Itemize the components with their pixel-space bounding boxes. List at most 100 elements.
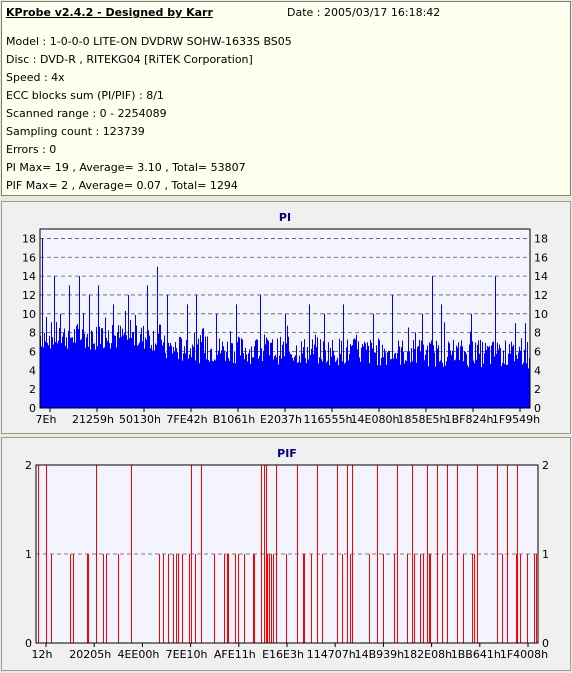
pi-bar (118, 325, 119, 408)
pif-bar (191, 465, 192, 643)
pi-bar (205, 336, 206, 408)
pi-bar (169, 346, 170, 408)
pif-bar (534, 554, 535, 643)
pi-bar (47, 343, 48, 408)
pi-bar (44, 332, 45, 408)
pi-ytick-left: 14 (22, 270, 36, 283)
pi-bar (127, 339, 128, 408)
pi-bar (119, 337, 120, 408)
pi-bar (368, 346, 369, 408)
pi-bar (439, 361, 440, 408)
pi-bar (117, 332, 118, 408)
pi-bar (518, 352, 519, 408)
pi-bar (92, 331, 93, 408)
pif-bar (352, 465, 353, 643)
pi-bar (63, 332, 64, 408)
pif-bar (429, 554, 430, 643)
pi-ytick-right: 16 (534, 251, 548, 264)
pi-bar (431, 340, 432, 408)
pif-bar (420, 554, 421, 643)
pi-bar (197, 344, 198, 408)
pif-bar (51, 554, 52, 643)
pi-bar (188, 358, 189, 408)
pi-bar (202, 328, 203, 408)
pi-bar (319, 357, 320, 408)
pi-bar (386, 364, 387, 408)
pi-bar (327, 360, 328, 408)
pi-bar (373, 313, 374, 408)
pi-bar (369, 363, 370, 408)
pi-bar (206, 359, 207, 408)
pi-bar (456, 345, 457, 408)
pi-bar (481, 367, 482, 408)
pi-bar (87, 333, 88, 408)
pi-bar (51, 322, 52, 408)
pi-bar (377, 365, 378, 408)
pif-bar (131, 465, 132, 643)
pi-bar (192, 344, 193, 408)
pif-bar (96, 465, 97, 643)
pi-bar (145, 337, 146, 408)
pi-bar (259, 355, 260, 408)
pi-chart: PI 0 0 2 2 4 4 6 6 8 8 10 10 12 12 14 14 16 16 18 18 7Eh 21259… (22, 211, 548, 426)
pi-bar (428, 366, 429, 408)
pi-bar (212, 361, 213, 408)
pi-bar (155, 343, 156, 408)
pi-bar (67, 348, 68, 408)
pi-ytick-right: 10 (534, 308, 548, 321)
pi-bar (50, 348, 51, 408)
info-pif-stats: PIF Max= 2 , Average= 0.07 , Total= 1294 (6, 179, 238, 192)
pi-bar (142, 341, 143, 408)
pif-bar (430, 554, 431, 643)
pi-bar (41, 346, 42, 408)
pi-bar (390, 359, 391, 408)
pif-bar (273, 554, 274, 643)
pi-bar (201, 342, 202, 408)
pi-bar (208, 360, 209, 408)
pi-bar (167, 294, 168, 408)
pi-bar (244, 359, 245, 408)
pi-bar (285, 313, 286, 408)
pif-bar (407, 554, 408, 643)
pif-bar (201, 465, 202, 643)
pi-bar (413, 340, 414, 408)
pi-bar (498, 349, 499, 408)
pif-bar (253, 554, 254, 643)
pi-bar (438, 345, 439, 408)
pi-bar (139, 342, 140, 408)
pi-bar (242, 339, 243, 408)
pi-bar (462, 346, 463, 408)
pi-bar (49, 335, 50, 408)
pif-bar (163, 554, 164, 643)
pi-bar (85, 347, 86, 408)
pi-bar (141, 327, 142, 408)
pi-bar (152, 350, 153, 408)
info-pi-stats: PI Max= 19 , Average= 3.10 , Total= 5380… (6, 161, 246, 174)
pi-bar (189, 354, 190, 408)
pi-bar (163, 342, 164, 408)
pi-bar (525, 323, 526, 408)
pi-bar (507, 364, 508, 408)
pi-bar (314, 344, 315, 408)
pi-bar (171, 345, 172, 408)
pi-bar (340, 354, 341, 408)
pi-bar (218, 350, 219, 408)
pi-bar (430, 343, 431, 408)
pif-bar (437, 465, 438, 643)
pi-bar (419, 339, 420, 408)
pi-bar (173, 346, 174, 408)
pi-bar (267, 339, 268, 408)
pi-bar (181, 338, 182, 408)
pi-bar (83, 313, 84, 408)
pi-bar (449, 343, 450, 408)
pi-bar (281, 358, 282, 408)
pi-bar (251, 346, 252, 408)
pi-ytick-left: 0 (29, 402, 36, 415)
pi-bar (526, 363, 527, 408)
pi-bar (298, 362, 299, 408)
pi-bar (363, 346, 364, 408)
pi-bar (489, 345, 490, 408)
pi-bar (195, 360, 196, 408)
pi-bar (320, 339, 321, 408)
pi-bar (81, 339, 82, 408)
